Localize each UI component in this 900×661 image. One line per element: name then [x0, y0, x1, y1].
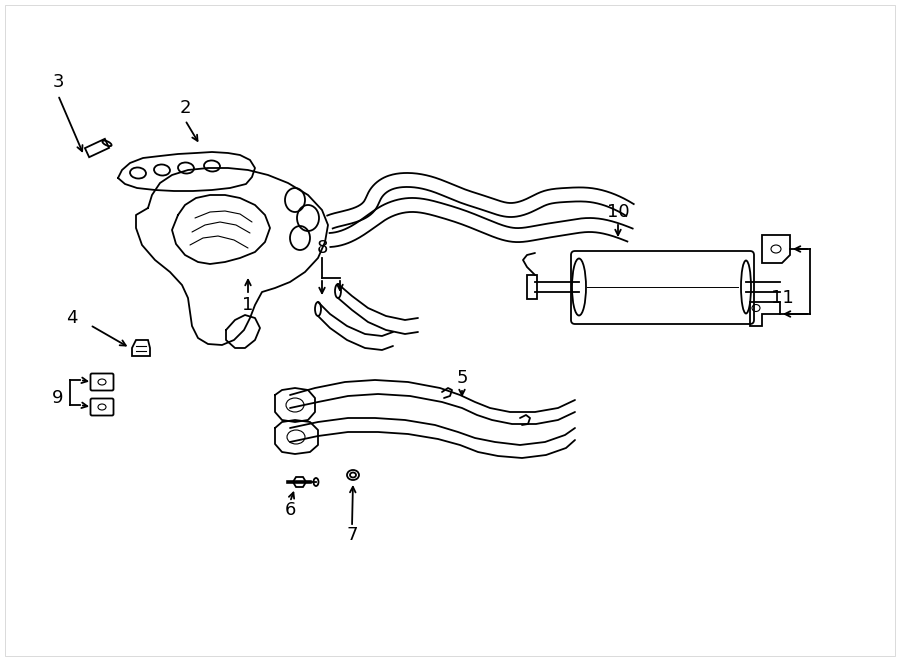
Text: 3: 3	[52, 73, 64, 91]
Text: 9: 9	[52, 389, 64, 407]
Text: 11: 11	[770, 289, 794, 307]
Text: 10: 10	[607, 203, 629, 221]
Text: 5: 5	[456, 369, 468, 387]
Text: 4: 4	[67, 309, 77, 327]
Text: 1: 1	[242, 296, 254, 314]
Text: 2: 2	[179, 99, 191, 117]
Text: 6: 6	[284, 501, 296, 519]
Text: 7: 7	[346, 526, 358, 544]
Text: 8: 8	[316, 239, 328, 257]
